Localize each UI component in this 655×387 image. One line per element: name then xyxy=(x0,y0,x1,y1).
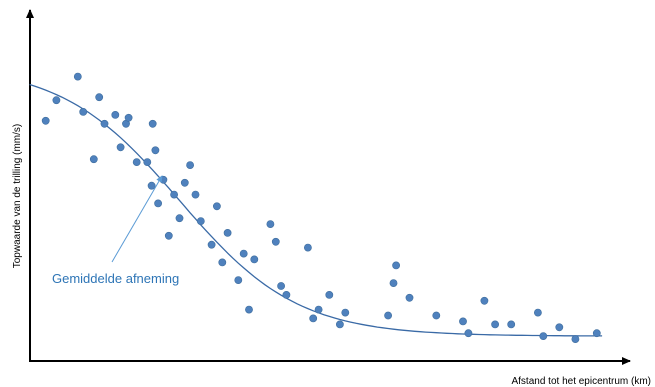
data-point xyxy=(79,108,88,116)
data-point xyxy=(405,293,414,302)
data-point xyxy=(41,116,50,125)
data-point xyxy=(151,146,160,155)
data-point xyxy=(282,290,291,299)
data-point xyxy=(571,335,580,343)
data-point xyxy=(335,320,344,329)
data-point xyxy=(432,311,441,320)
data-point xyxy=(154,199,162,208)
data-point xyxy=(592,329,601,338)
data-point xyxy=(218,258,227,267)
data-point xyxy=(309,314,318,323)
data-point xyxy=(480,296,489,305)
data-point xyxy=(52,96,61,105)
data-point xyxy=(180,178,189,187)
data-point xyxy=(534,308,542,317)
data-point xyxy=(341,308,350,317)
data-point xyxy=(389,279,398,287)
data-point xyxy=(555,323,564,332)
data-point xyxy=(314,305,323,314)
data-point xyxy=(132,158,141,166)
data-point xyxy=(539,332,548,340)
x-axis-label: Afstand tot het epicentrum (km) xyxy=(511,376,651,387)
data-point xyxy=(250,255,259,264)
data-point xyxy=(507,320,516,329)
data-point xyxy=(191,190,200,199)
trend-line xyxy=(29,83,603,337)
data-point xyxy=(73,72,82,81)
data-point xyxy=(89,155,98,164)
trend-annotation: Gemiddelde afneming xyxy=(52,271,179,286)
data-point xyxy=(196,217,205,225)
data-point xyxy=(143,158,152,166)
y-axis-label: Topwaarde van de trilling (mm/s) xyxy=(12,124,23,269)
data-point xyxy=(100,119,109,128)
data-point xyxy=(392,261,400,270)
data-point xyxy=(124,113,133,122)
data-point xyxy=(277,282,285,290)
data-point xyxy=(170,190,178,199)
data-point xyxy=(147,181,156,190)
data-point xyxy=(116,143,125,152)
data-point xyxy=(459,317,467,326)
data-point xyxy=(111,111,120,119)
data-point xyxy=(95,93,104,102)
data-point xyxy=(234,276,243,284)
annotation-arrow xyxy=(111,175,163,263)
data-point xyxy=(325,290,334,299)
data-point xyxy=(212,202,221,211)
data-point xyxy=(245,305,253,314)
data-point xyxy=(207,240,216,249)
data-point xyxy=(303,243,312,252)
data-point xyxy=(271,237,280,246)
data-point xyxy=(164,231,173,240)
data-point xyxy=(491,320,499,329)
points-group xyxy=(41,72,601,343)
data-point xyxy=(384,311,392,320)
data-point xyxy=(186,161,194,169)
data-point xyxy=(239,249,248,258)
data-point xyxy=(223,228,232,237)
data-point xyxy=(148,119,157,128)
data-point xyxy=(464,329,473,338)
data-point xyxy=(175,214,184,223)
data-point xyxy=(266,220,275,228)
